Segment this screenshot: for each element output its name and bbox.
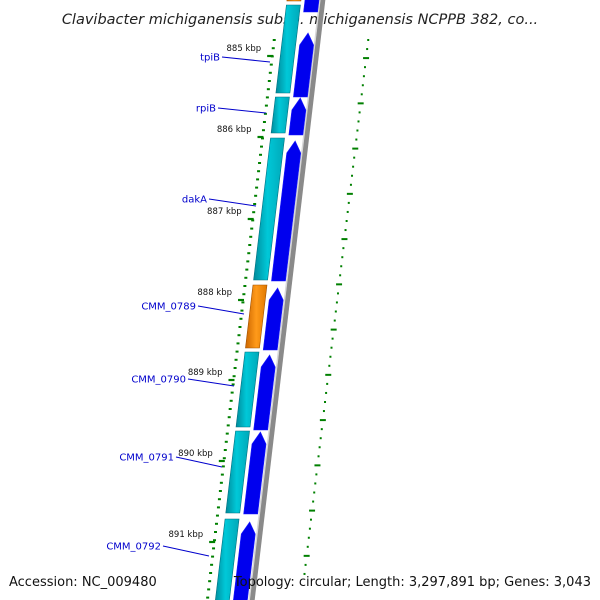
outer-dot-track	[206, 39, 276, 599]
backbone-line	[249, 0, 326, 600]
accession-text: Accession: NC_009480	[9, 575, 157, 590]
gene-label-group: tpiB rpiB dakA CMM_0789 CMM_0790 CMM_0791 CMM_…	[106, 53, 271, 557]
kbp-tick-label: 891 kbp	[169, 530, 204, 540]
gene-label-cmm-0789[interactable]: CMM_0789	[141, 302, 196, 313]
gene-segment-orange[interactable]	[245, 284, 268, 349]
gene-segment-teal[interactable]	[235, 351, 260, 428]
kbp-tick-label: 888 kbp	[197, 288, 232, 298]
gene-segment-teal[interactable]	[225, 430, 250, 514]
gene-leader-line	[175, 456, 223, 468]
backbone-highlight	[248, 0, 321, 600]
gene-segment-orange[interactable]	[286, 0, 302, 2]
gene-leader-line	[162, 545, 210, 557]
gene-leader-line	[197, 305, 245, 315]
kbp-tick-label: 889 kbp	[188, 368, 223, 378]
summary-text: Topology: circular; Length: 3,297,891 bp…	[233, 575, 591, 590]
gene-segment-teal[interactable]	[253, 137, 285, 281]
gene-label-rpib[interactable]: rpiB	[196, 104, 216, 115]
gene-segment-teal[interactable]	[214, 518, 240, 600]
kbp-tick-label: 890 kbp	[178, 449, 213, 459]
kbp-tick-label: 885 kbp	[227, 44, 262, 54]
gene-segment-teal[interactable]	[270, 96, 290, 134]
gene-segment-teal[interactable]	[275, 4, 301, 94]
cds-arrow[interactable]	[303, 0, 321, 13]
kbp-tick-label: 886 kbp	[217, 125, 252, 135]
cds-arrow[interactable]	[232, 521, 256, 600]
gene-label-cmm-0792[interactable]: CMM_0792	[106, 542, 161, 553]
gene-label-daka[interactable]: dakA	[182, 195, 207, 206]
gene-leader-line	[208, 198, 257, 207]
cds-arrow[interactable]	[293, 32, 314, 98]
gene-leader-line	[187, 378, 235, 387]
map-title: Clavibacter michiganensis subsp. michiga…	[62, 12, 538, 28]
gene-leader-line	[217, 107, 267, 114]
gene-label-tpib[interactable]: tpiB	[200, 53, 220, 64]
cds-arrow[interactable]	[288, 97, 307, 136]
tick-label-group: 885 kbp 886 kbp 887 kbp 888 kbp 889 kbp 890 k…	[169, 44, 274, 544]
cds-track	[232, 0, 321, 600]
cds-arrow[interactable]	[253, 354, 276, 431]
cds-arrow[interactable]	[262, 287, 284, 351]
kbp-tick-label: 887 kbp	[207, 207, 242, 217]
gene-leader-line	[221, 56, 271, 63]
inner-dot-track	[303, 39, 370, 575]
gene-label-cmm-0791[interactable]: CMM_0791	[119, 453, 174, 464]
gene-label-cmm-0790[interactable]: CMM_0790	[131, 375, 186, 386]
gene-track	[214, 0, 302, 600]
cds-arrow[interactable]	[243, 431, 267, 515]
cds-arrow[interactable]	[271, 140, 302, 282]
